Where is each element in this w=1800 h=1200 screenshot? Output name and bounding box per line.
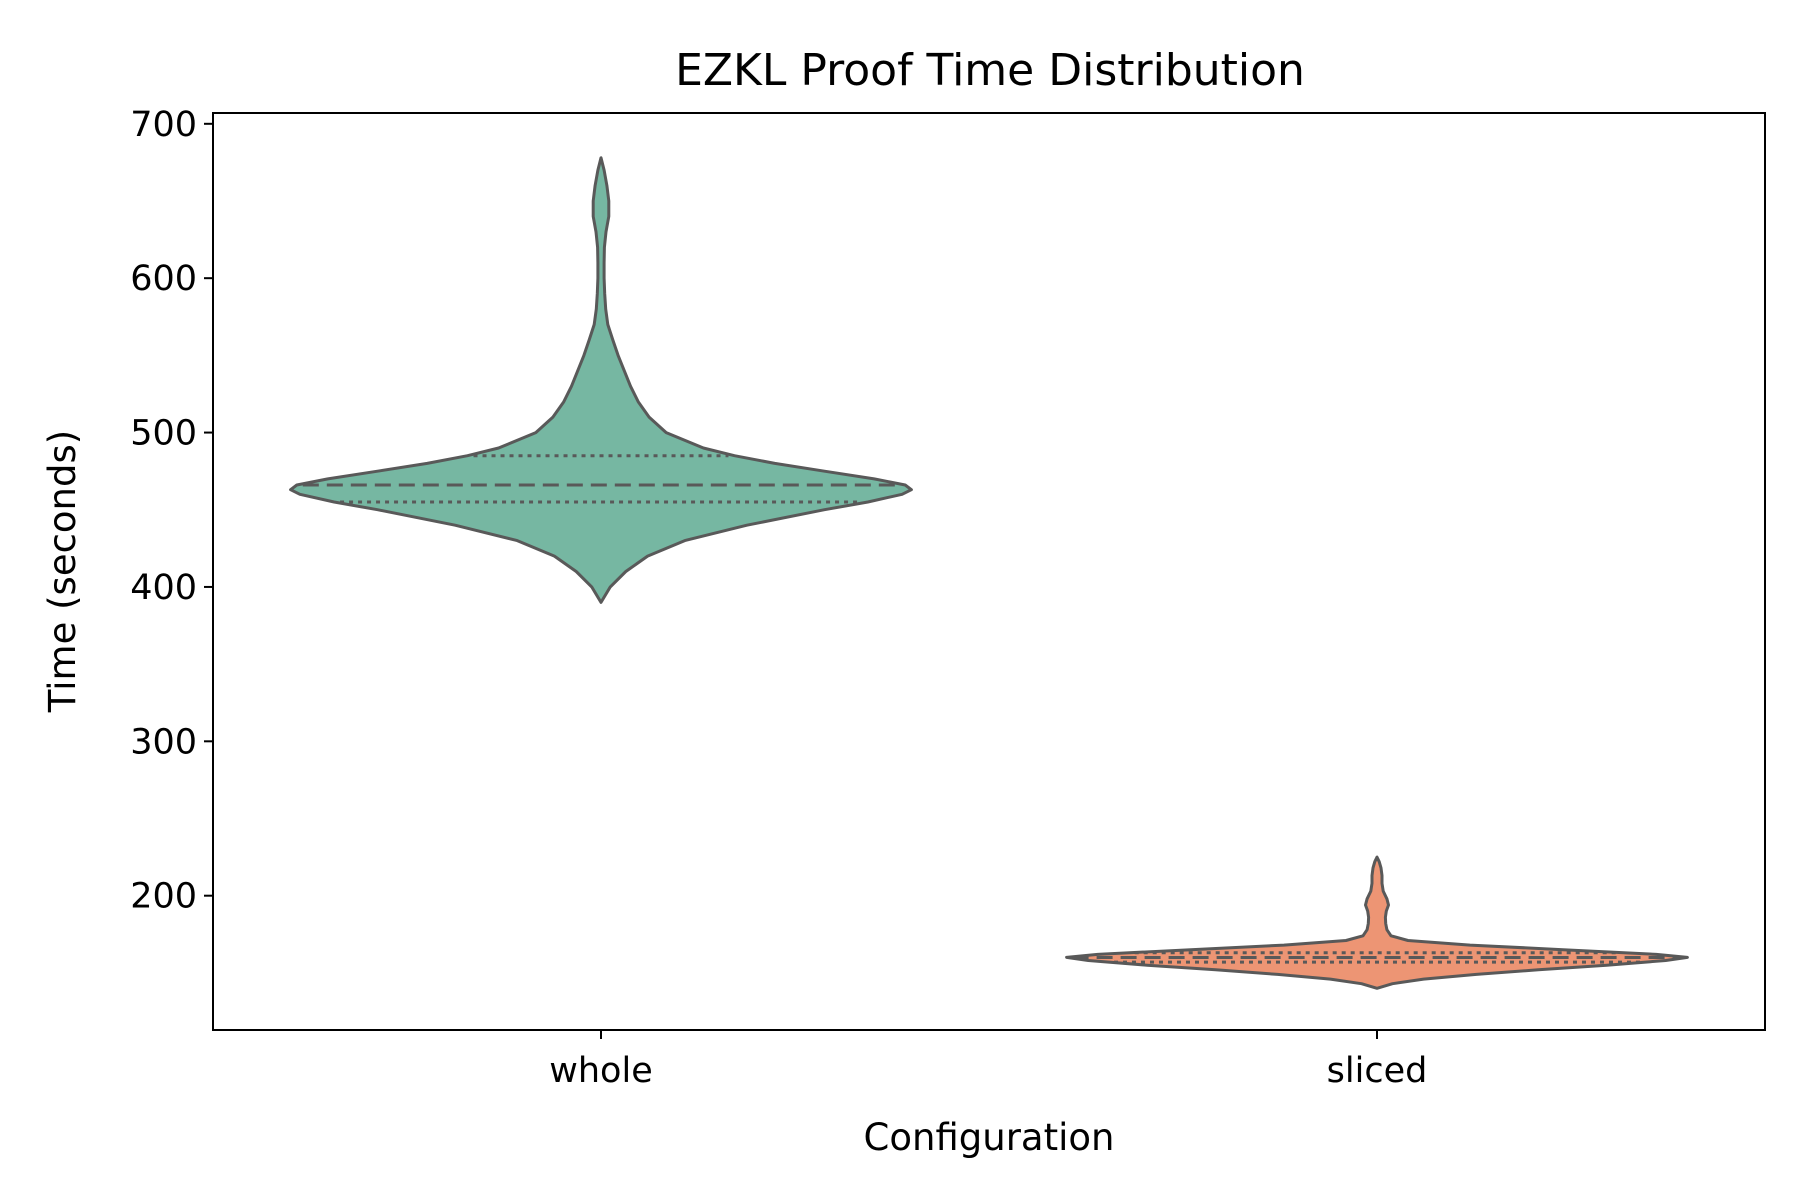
y-tick-label: 400 <box>130 568 197 608</box>
y-tick-label: 500 <box>130 414 197 454</box>
x-axis-label: Configuration <box>864 1116 1115 1159</box>
y-axis-label: Time (seconds) <box>41 430 84 713</box>
y-tick-label: 300 <box>130 722 197 762</box>
y-tick-label: 200 <box>130 877 197 917</box>
y-axis: 200 300 400 500 600 700 <box>130 105 213 917</box>
violin-whole <box>289 156 913 604</box>
y-tick-label: 700 <box>130 105 197 145</box>
chart-title: EZKL Proof Time Distribution <box>675 45 1305 96</box>
violins-layer <box>289 156 1689 990</box>
violin-sliced <box>1065 855 1689 990</box>
x-axis: whole sliced <box>549 1030 1427 1091</box>
x-tick-label-whole: whole <box>549 1051 652 1091</box>
x-tick-label-sliced: sliced <box>1327 1051 1428 1091</box>
plot-area-frame <box>212 112 1766 1031</box>
y-tick-label: 600 <box>130 259 197 299</box>
